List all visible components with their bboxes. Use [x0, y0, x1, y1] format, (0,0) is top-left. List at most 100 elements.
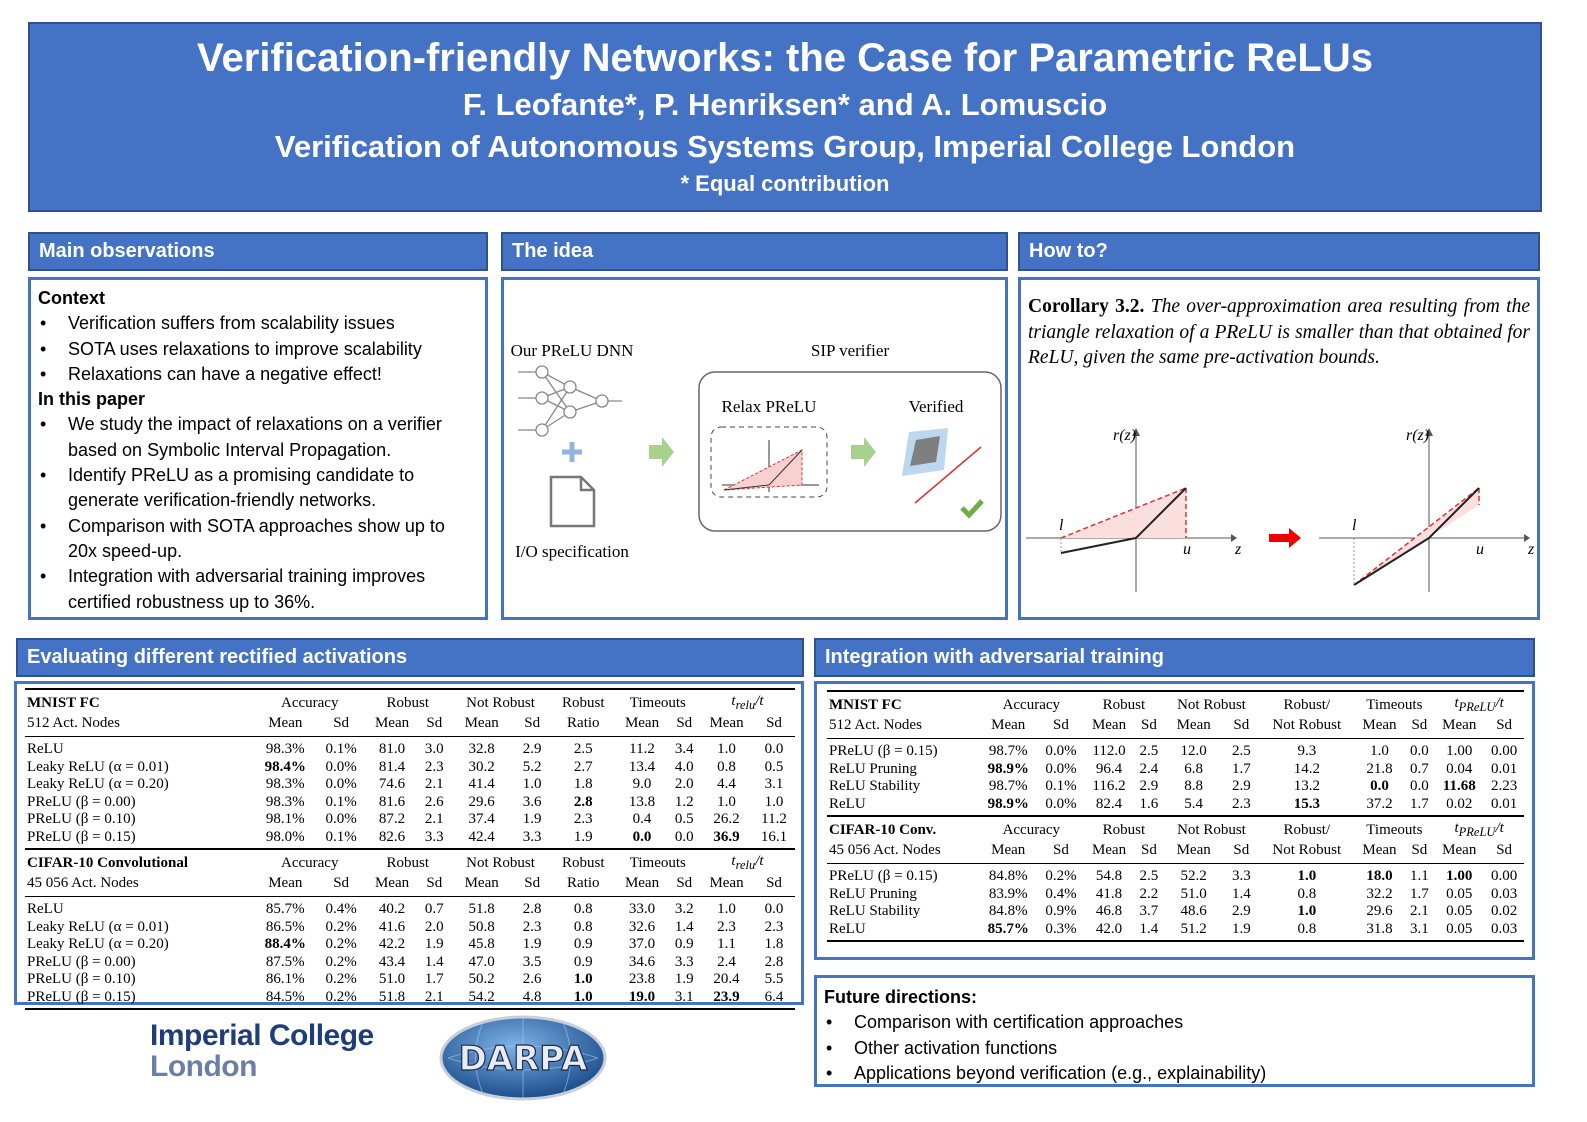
bound-label: l — [1059, 517, 1064, 534]
section-bar: The idea — [501, 232, 1008, 271]
plus-icon — [562, 442, 582, 462]
row-name: ReLU Pruning — [829, 760, 917, 777]
column-label: Timeouts — [1366, 697, 1423, 713]
cell: 0.05 — [1446, 885, 1473, 902]
column-sublabel: Mean — [1163, 841, 1224, 864]
cell: 1.7 — [1409, 885, 1429, 902]
cell: 32.8 — [468, 741, 495, 757]
section-bar: Evaluating different rectified activatio… — [16, 638, 804, 677]
cell: 1.0 — [764, 793, 784, 810]
column-sublabel: Mean — [253, 874, 317, 897]
row-name: ReLU — [27, 901, 64, 917]
cell: 2.9 — [1231, 903, 1251, 919]
label: Our PReLU DNN — [511, 341, 634, 360]
column-label: Robust — [562, 695, 605, 711]
column-sublabel: Mean — [253, 714, 317, 737]
cell: 0.8 — [1259, 920, 1355, 942]
column-sublabel: Not Robust — [1259, 716, 1355, 739]
column-label: Timeouts — [629, 695, 686, 711]
cell: 0.1% — [316, 828, 366, 850]
column-label: Not Robust — [1177, 697, 1246, 713]
cell: 85.7% — [265, 901, 305, 917]
verifier-box — [698, 371, 1002, 532]
cell: 0.02 — [1491, 903, 1518, 919]
cell: 82.6 — [365, 828, 419, 850]
cell: 36.9 — [700, 828, 753, 850]
bullet-item: Identify PReLU as a promising candidate … — [38, 463, 475, 514]
row-name: PReLU (β = 0.15) — [829, 868, 938, 884]
cell: 2.5 — [1231, 743, 1251, 759]
cell: 0.1% — [325, 793, 357, 810]
data-row: Leaky ReLU (α = 0.01) 86.5% 0.2% 41.6 2.0 50.… — [25, 919, 795, 937]
cell: 3.1 — [668, 988, 701, 1010]
label: I/O specification — [515, 542, 629, 561]
cell: 2.5 — [1139, 743, 1159, 759]
imperial-logo: Imperial College London — [150, 1020, 390, 1090]
cell: 2.7 — [573, 758, 593, 775]
column-label: Not Robust — [466, 695, 535, 711]
cell: 0.0% — [325, 776, 357, 792]
cell: 83.9% — [988, 885, 1028, 902]
section-name: MNIST FC — [25, 688, 254, 715]
cell: 52.2 — [1180, 868, 1207, 884]
data-row: ReLU 98.3% 0.1% 81.0 3.0 32.8 2.9 2.5 11.2 3.4 1.0… — [25, 737, 795, 759]
column-sublabel: Mean — [978, 716, 1038, 739]
row-name: PReLU (β = 0.15) — [25, 988, 254, 1010]
cell: 0.00 — [1491, 743, 1518, 759]
data-row: Leaky ReLU (α = 0.01) 98.4% 0.0% 81.4 2.3 30.… — [25, 759, 795, 777]
cell: 116.2 — [1092, 778, 1126, 794]
cell: 51.8 — [365, 988, 419, 1010]
cell: 3.1 — [1404, 920, 1435, 942]
label: Relax PReLU — [722, 397, 817, 416]
cell: 1.1 — [717, 936, 736, 952]
cell: 1.6 — [1134, 795, 1164, 817]
cell: 3.7 — [1139, 903, 1159, 919]
cell: 4.0 — [674, 758, 694, 775]
cell: 2.1 — [418, 988, 451, 1010]
cell: 51.0 — [378, 971, 406, 987]
cell: 37.2 — [1354, 795, 1405, 817]
cell: 2.1 — [1409, 903, 1429, 919]
column-sublabel: Mean — [1434, 716, 1485, 739]
cell: 2.1 — [424, 776, 444, 792]
column-group: Accuracy — [978, 815, 1085, 842]
row-name: Leaky ReLU (α = 0.20) — [27, 936, 169, 952]
corollary-text: The over-approximation area resulting fr… — [1028, 296, 1530, 368]
cell: 29.6 — [1366, 903, 1393, 919]
cell: 2.9 — [1231, 778, 1251, 794]
bullet-item: Comparison with certification approaches — [824, 1010, 1522, 1036]
arrow-icon — [1269, 528, 1301, 548]
cell: 98.3% — [265, 776, 305, 792]
column-label: t — [731, 853, 736, 869]
column-group: tPReLU/t — [1434, 815, 1524, 842]
row-name: PReLU (β = 0.15) — [25, 828, 254, 850]
row-name: ReLU — [827, 795, 979, 817]
column-label: Accuracy — [1002, 822, 1061, 838]
cell: 0.2% — [316, 988, 366, 1010]
cell: 0.1% — [325, 741, 357, 757]
bullet-list: We study the impact of relaxations on a … — [38, 412, 475, 614]
cell: 0.8 — [573, 901, 593, 917]
column-sublabel: Sd — [752, 714, 795, 737]
column-label: Accuracy — [281, 695, 339, 711]
cell: 50.8 — [468, 918, 495, 935]
cell: 18.0 — [1366, 868, 1393, 884]
column-group: Accuracy — [253, 688, 366, 715]
cell: 98.1% — [265, 811, 305, 827]
row-name: PReLU (β = 0.00) — [27, 793, 136, 810]
cell: 0.00 — [1491, 868, 1518, 884]
check-icon — [960, 499, 984, 519]
cell: 6.4 — [752, 988, 795, 1010]
cell: 2.8 — [764, 953, 784, 970]
row-name: Leaky ReLU (α = 0.01) — [27, 918, 169, 935]
data-row: ReLU 85.7% 0.4% 40.2 0.7 51.8 2.8 0.8 33.0 3.2 1.0… — [25, 897, 795, 919]
header-row: MNIST FC Accuracy Robust Not Robust Robust Ti… — [25, 688, 795, 715]
title: Verification-friendly Networks: the Case… — [197, 36, 1373, 80]
cell: 1.7 — [1231, 760, 1251, 777]
cell: 0.9% — [1045, 903, 1077, 919]
column-sublabel: Mean — [615, 714, 669, 737]
column-sublabel: Mean — [1354, 841, 1405, 864]
column-sublabel: Mean — [700, 874, 753, 897]
cell: 85.7% — [978, 920, 1038, 942]
